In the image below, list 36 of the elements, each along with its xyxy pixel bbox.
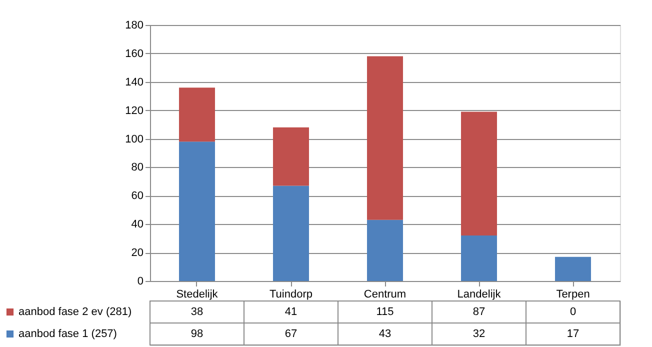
bar: [461, 112, 497, 236]
y-tick-label: 120: [125, 104, 144, 117]
data-label: 38: [190, 306, 204, 318]
data-label: 67: [284, 328, 298, 340]
data-label: 87: [472, 306, 486, 318]
bar: [367, 220, 403, 281]
data-label: 41: [284, 306, 298, 318]
data-label: 98: [190, 328, 204, 340]
data-label: 115: [376, 306, 394, 318]
x-tick-label: Centrum: [364, 288, 406, 300]
bar: [179, 88, 215, 142]
y-tick-label: 140: [125, 76, 144, 88]
y-tick-label: 40: [131, 218, 144, 231]
x-tick-label: Terpen: [556, 288, 590, 300]
y-tick-label: 60: [131, 190, 144, 202]
bar: [273, 127, 309, 186]
y-tick-label: 0: [137, 276, 144, 288]
y-tick-label: 180: [125, 20, 144, 32]
bar: [367, 56, 403, 220]
x-tick-label: Stedelijk: [176, 288, 218, 300]
bar: [461, 235, 497, 281]
bar: [179, 142, 215, 281]
data-label: 43: [378, 328, 392, 340]
y-tick-label: 100: [125, 133, 144, 146]
bar: [555, 256, 591, 281]
bar: [273, 186, 309, 281]
y-tick-label: 80: [131, 162, 144, 174]
data-label: 32: [472, 328, 486, 340]
legend-label: aanbod fase 1 (257): [18, 328, 117, 340]
y-tick-label: 160: [125, 48, 144, 60]
x-tick-label: Tuindorp: [269, 288, 313, 300]
y-tick-label: 20: [131, 247, 144, 260]
data-label: 0: [570, 306, 576, 318]
data-label: 17: [566, 328, 580, 340]
legend-label: aanbod fase 2 ev (281): [18, 306, 132, 318]
x-tick-label: Landelijk: [457, 288, 502, 300]
